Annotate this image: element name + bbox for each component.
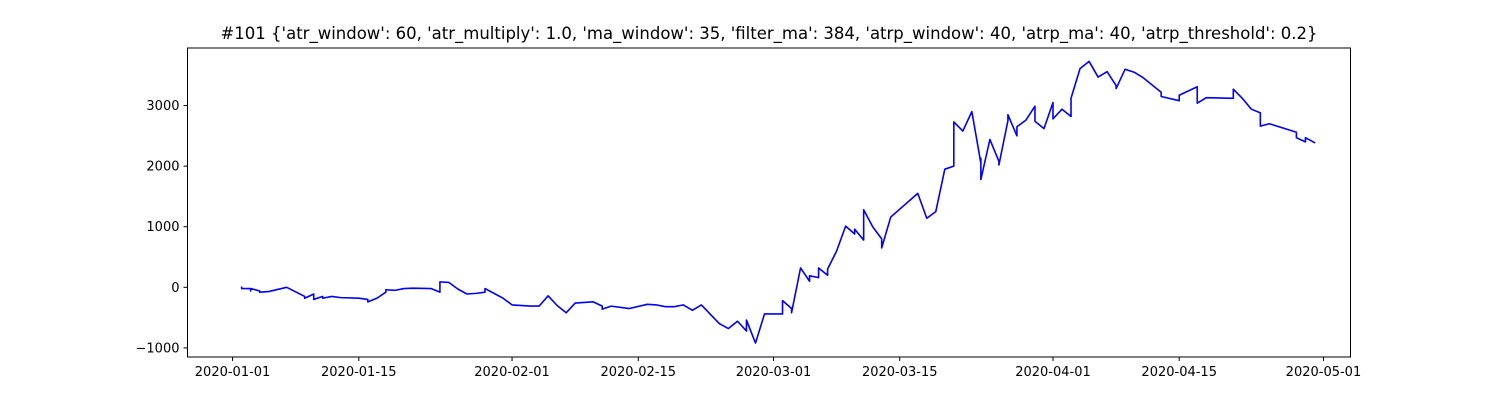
chart-title: #101 {'atr_window': 60, 'atr_multiply': … [220,24,1317,44]
x-tick-label: 2020-05-01 [1286,365,1362,380]
y-tick-label: 1000 [146,220,179,235]
y-axis: −1000 0 1000 2000 3000 [136,99,188,356]
y-tick-label: 2000 [146,160,179,175]
series-layer [240,60,1316,344]
x-axis: 2020-01-01 2020-01-15 2020-02-01 2020-02-15… [195,357,1361,380]
x-tick-label: 2020-02-15 [600,365,676,380]
x-tick-label: 2020-03-01 [736,365,812,380]
plot-area-frame [187,47,1351,358]
y-tick-label: 3000 [146,99,179,114]
y-tick-label: −1000 [136,341,180,356]
x-tick-label: 2020-04-01 [1015,365,1091,380]
x-tick-label: 2020-02-01 [474,365,550,380]
x-tick-label: 2020-01-15 [321,365,397,380]
x-tick-label: 2020-04-15 [1141,365,1217,380]
x-tick-label: 2020-01-01 [195,365,271,380]
series-line-0 [240,60,1316,344]
x-tick-label: 2020-03-15 [862,365,938,380]
y-tick-label: 0 [171,281,179,296]
